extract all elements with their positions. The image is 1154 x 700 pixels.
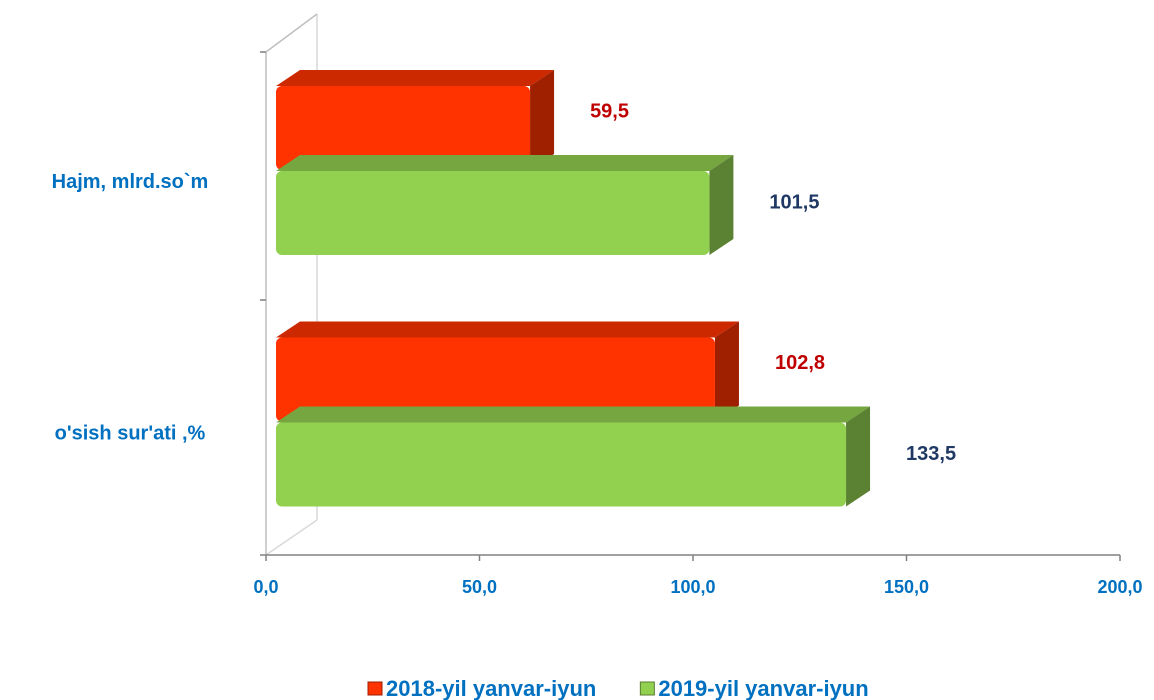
legend-label: 2019-yil yanvar-iyun — [658, 676, 868, 700]
bar — [276, 171, 710, 255]
bar-side — [709, 155, 734, 255]
value-label: 102,8 — [775, 352, 825, 374]
bar-3d — [276, 70, 555, 170]
value-label: 59,5 — [590, 100, 629, 122]
bar-top — [276, 321, 739, 338]
bar-3d — [276, 321, 739, 422]
legend-swatch — [367, 681, 383, 696]
bar-side — [714, 321, 739, 422]
wall-edge — [265, 13, 318, 53]
bar-top — [276, 70, 555, 86]
x-tick-label: 100,0 — [670, 577, 715, 597]
bar-side — [530, 70, 555, 170]
legend-swatch — [639, 681, 655, 696]
category-label: Hajm, mlrd.so`m — [52, 171, 209, 193]
bar — [276, 337, 715, 422]
bar — [276, 86, 531, 170]
bar — [276, 422, 847, 507]
category-label: o'sish sur'ati ,% — [55, 423, 206, 445]
bar-side — [846, 406, 871, 507]
bar-top — [276, 155, 734, 171]
value-label: 133,5 — [906, 443, 956, 465]
x-tick-label: 0,0 — [253, 577, 278, 597]
x-tick-label: 50,0 — [462, 577, 497, 597]
legend-label: 2018-yil yanvar-iyun — [386, 676, 596, 700]
bar-3d — [276, 155, 734, 255]
bar-3d — [276, 406, 871, 507]
x-tick-label: 150,0 — [884, 577, 929, 597]
wall-edge — [265, 519, 318, 556]
x-tick-label: 200,0 — [1097, 577, 1142, 597]
bar-top — [276, 406, 871, 423]
value-label: 101,5 — [769, 191, 819, 213]
